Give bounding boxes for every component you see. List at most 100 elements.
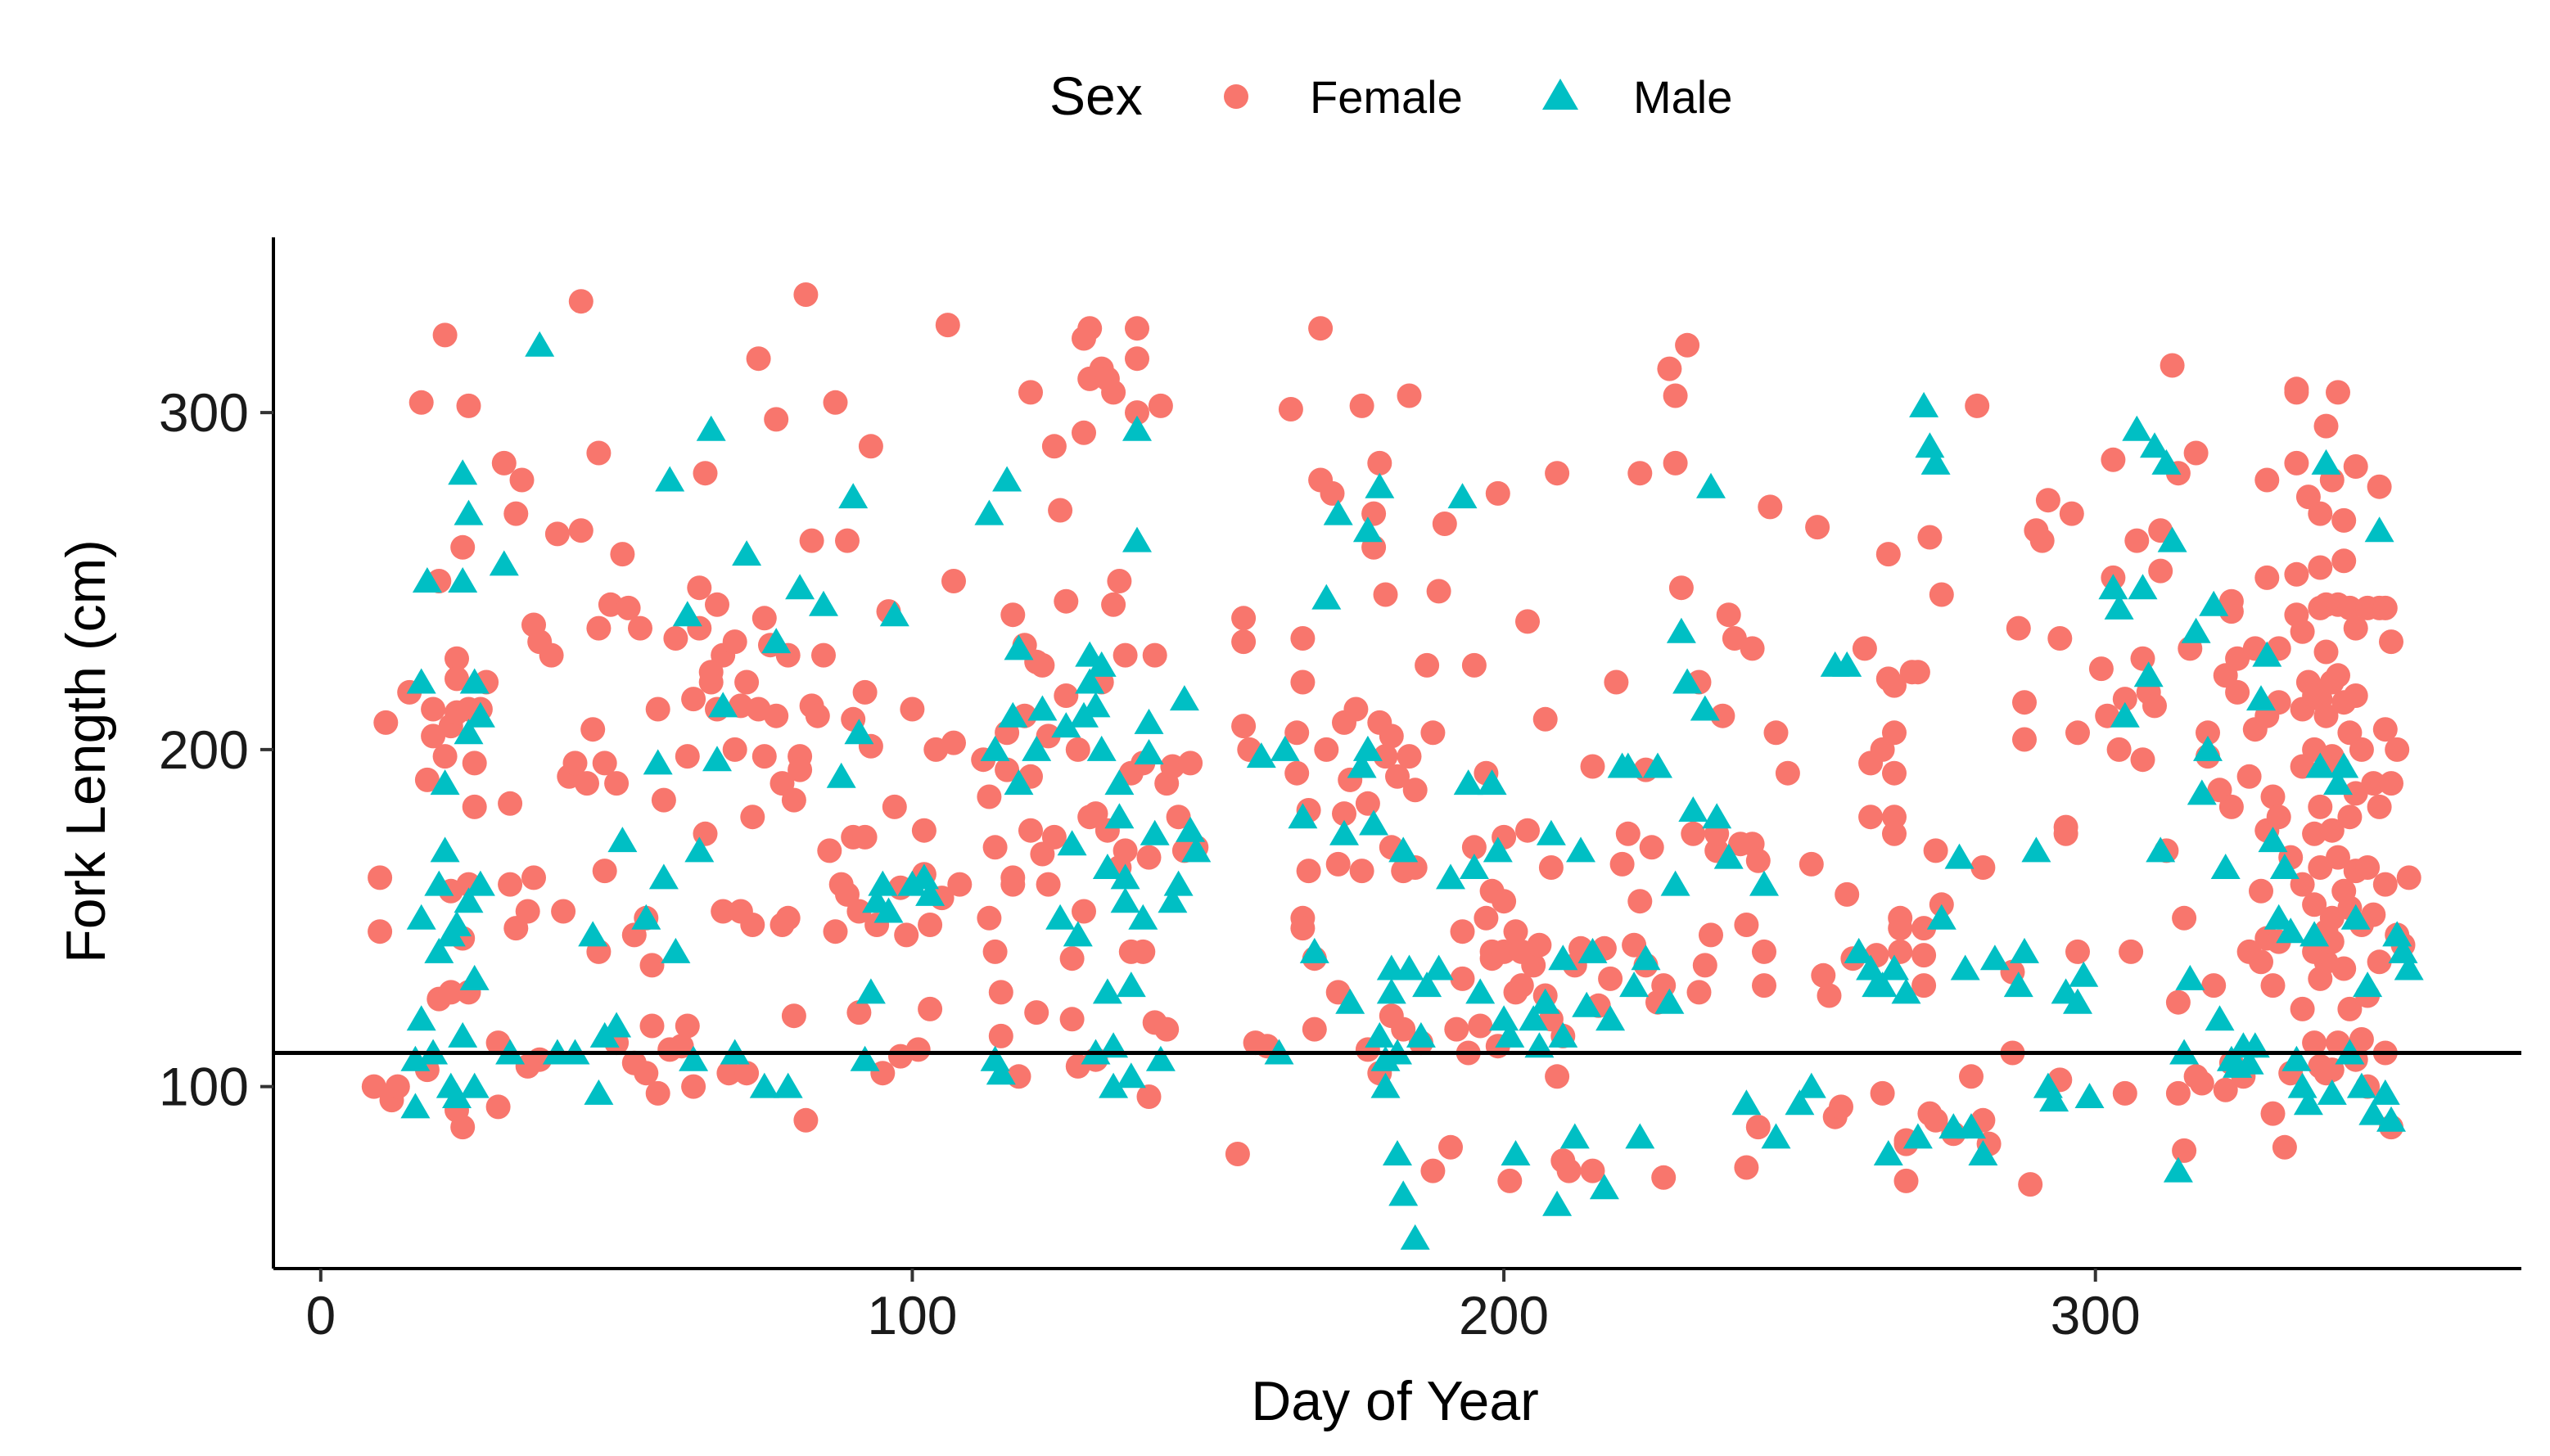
female-point: [1397, 383, 1422, 408]
male-point: [809, 590, 838, 616]
female-point: [1734, 1155, 1759, 1180]
male-point: [1690, 695, 1720, 721]
male-point: [1625, 1123, 1655, 1149]
female-point: [2290, 619, 2315, 644]
male-point: [1589, 1174, 1619, 1200]
male-point: [1891, 978, 1921, 1004]
female-point: [2236, 764, 2262, 789]
female-point: [1072, 420, 1096, 445]
female-point: [2142, 693, 2167, 719]
male-point: [1572, 991, 1602, 1017]
male-point: [1288, 803, 1318, 829]
female-point: [2266, 805, 2291, 830]
female-point: [2249, 949, 2273, 975]
male-point: [465, 701, 495, 728]
female-point: [2065, 939, 2090, 964]
female-point: [1509, 973, 1534, 998]
female-point: [450, 1115, 476, 1140]
female-point: [445, 646, 469, 671]
female-point: [1041, 824, 1067, 850]
female-point: [1604, 669, 1629, 695]
female-point: [858, 434, 883, 459]
female-point: [2308, 855, 2333, 880]
female-point: [2372, 872, 2398, 897]
male-point: [454, 499, 484, 525]
female-point: [1231, 714, 1257, 739]
female-point: [1580, 1158, 1605, 1183]
female-point: [1018, 818, 1043, 843]
female-point: [1367, 450, 1392, 476]
male-point: [1352, 735, 1383, 761]
male-point: [1566, 836, 1595, 863]
male-point: [1376, 978, 1406, 1004]
male-point: [1785, 1089, 1815, 1116]
male-point: [1643, 752, 1672, 778]
male-point: [1548, 1021, 1578, 1048]
female-point: [1125, 346, 1149, 372]
male-point: [1672, 668, 1703, 694]
female-point: [361, 1074, 386, 1099]
male-point: [868, 870, 898, 896]
male-point: [1465, 978, 1496, 1004]
female-point: [1379, 723, 1404, 749]
female-point: [716, 1061, 742, 1086]
female-point: [2284, 561, 2309, 587]
female-point: [1888, 905, 1913, 931]
female-point: [746, 346, 771, 372]
female-point: [988, 1023, 1013, 1048]
male-point: [1122, 415, 1152, 441]
male-point: [2376, 1106, 2406, 1132]
female-point: [687, 575, 712, 601]
male-point: [1022, 735, 1052, 761]
male-point: [424, 937, 454, 963]
female-point: [2130, 747, 2155, 773]
male-point: [454, 719, 484, 745]
male-point: [838, 483, 869, 509]
female-point: [2313, 639, 2339, 665]
female-point: [1515, 818, 1540, 843]
male-point: [1329, 819, 1359, 845]
female-point: [1290, 916, 1316, 941]
male-point: [2069, 961, 2099, 987]
female-point: [1615, 821, 1641, 846]
female-point: [1556, 1158, 1582, 1183]
male-point: [406, 904, 436, 930]
female-point: [1817, 983, 1842, 1008]
female-point: [846, 899, 872, 924]
male-point: [1027, 695, 1058, 721]
male-point: [2311, 449, 2341, 475]
male-point: [2210, 854, 2241, 879]
female-point: [568, 518, 593, 543]
female-point: [1048, 498, 1073, 523]
male-point: [1134, 708, 1164, 734]
male-point: [2258, 827, 2288, 853]
male-point: [584, 1079, 614, 1105]
male-point: [1128, 904, 1158, 930]
female-point: [2326, 663, 2350, 688]
female-point: [2254, 467, 2280, 493]
female-point: [2284, 380, 2309, 405]
female-point: [799, 528, 824, 553]
female-point: [2290, 996, 2315, 1021]
male-point: [897, 870, 927, 896]
female-point: [2196, 720, 2220, 746]
male-point: [1447, 483, 1478, 509]
female-point: [775, 905, 801, 931]
male-point: [2003, 971, 2033, 998]
female-point: [1142, 642, 1167, 668]
female-point: [2308, 794, 2333, 819]
female-point: [1538, 855, 1564, 880]
female-point: [2367, 949, 2392, 975]
female-point: [1036, 872, 1061, 897]
female-point: [793, 282, 819, 307]
female-point: [568, 289, 593, 314]
female-point: [1018, 380, 1043, 405]
female-point: [1758, 494, 1783, 520]
female-point: [1030, 652, 1055, 678]
female-point: [2379, 771, 2403, 796]
female-point: [911, 818, 937, 843]
male-point: [1501, 1140, 1531, 1165]
female-point: [2225, 679, 2250, 705]
male-point: [2193, 735, 2223, 761]
